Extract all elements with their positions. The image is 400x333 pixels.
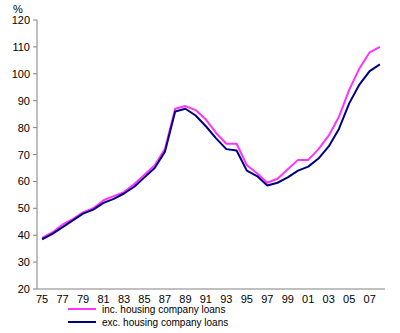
y-tick [33, 20, 37, 21]
y-tick-label: 110 [12, 41, 30, 53]
y-tick [33, 208, 37, 209]
y-tick [33, 73, 37, 74]
x-tick-label: 75 [36, 293, 48, 305]
y-tick-label: 90 [18, 95, 30, 107]
x-tick-label: 99 [282, 293, 294, 305]
x-tick-label: 97 [261, 293, 273, 305]
y-tick [33, 235, 37, 236]
y-tick-label: 70 [18, 149, 30, 161]
x-axis [37, 289, 385, 290]
y-tick-label: 30 [18, 256, 30, 268]
y-tick-label: 120 [12, 14, 30, 26]
y-tick [33, 127, 37, 128]
chart-svg: 2030405060708090100110120%75777981838587… [0, 0, 400, 333]
x-tick-label: 05 [343, 293, 355, 305]
series-line [42, 64, 380, 239]
y-tick-label: 80 [18, 122, 30, 134]
x-tick-label: 01 [302, 293, 314, 305]
y-tick [33, 262, 37, 263]
legend-swatch [68, 321, 96, 323]
y-tick [33, 46, 37, 47]
y-tick [33, 289, 37, 290]
x-tick-label: 77 [56, 293, 68, 305]
legend-label: inc. housing company loans [102, 304, 225, 315]
y-tick-label: 40 [18, 229, 30, 241]
x-tick-label: 03 [323, 293, 335, 305]
y-tick-label: 60 [18, 175, 30, 187]
legend-swatch [68, 308, 96, 310]
y-tick-label: 50 [18, 202, 30, 214]
x-tick-label: 95 [241, 293, 253, 305]
y-tick-label: 100 [12, 68, 30, 80]
legend: inc. housing company loans exc. housing c… [68, 304, 228, 328]
x-tick-label: 79 [77, 293, 89, 305]
y-tick [33, 100, 37, 101]
plot-area [42, 47, 380, 239]
y-tick [33, 181, 37, 182]
legend-label: exc. housing company loans [102, 317, 228, 328]
chart-root: 2030405060708090100110120%75777981838587… [0, 0, 400, 333]
y-tick [33, 154, 37, 155]
y-tick-label: 20 [18, 283, 30, 295]
y-axis-label: % [13, 3, 23, 15]
x-tick-label: 07 [364, 293, 376, 305]
